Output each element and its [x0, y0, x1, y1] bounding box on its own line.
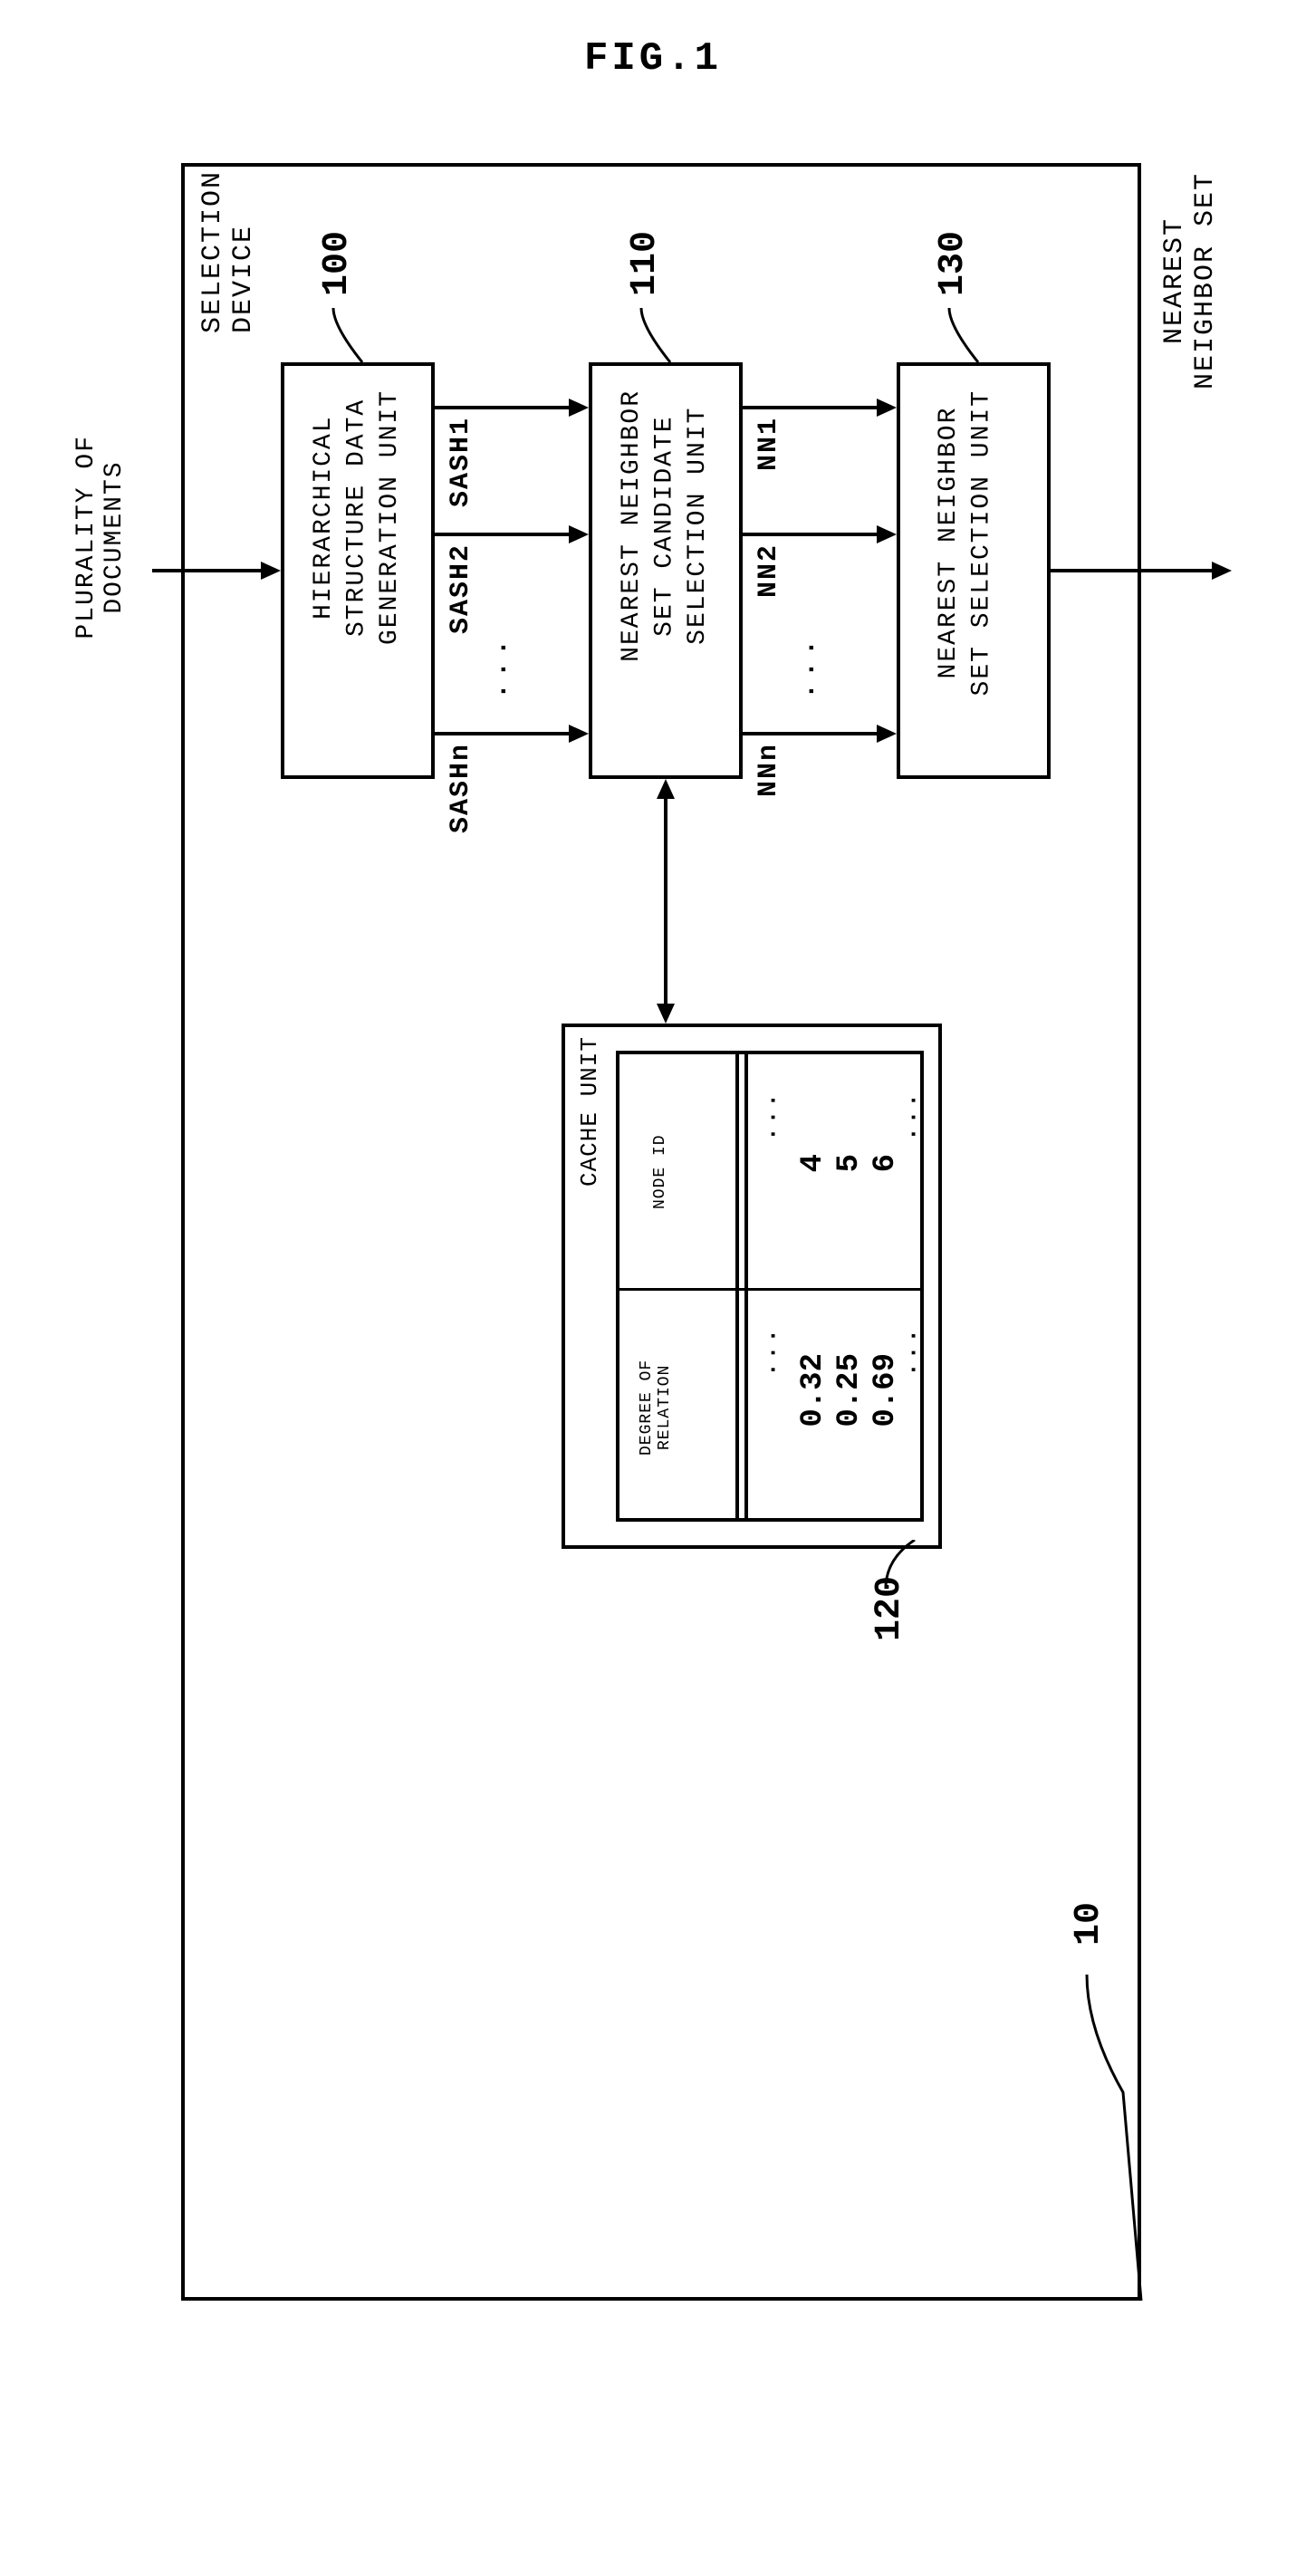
cache-rel-2: 0.69: [869, 1353, 903, 1427]
leader-10: [1069, 1975, 1150, 2310]
sash2-line: [435, 533, 571, 536]
cache-link-head-down: [657, 1004, 675, 1024]
ref-130: 130: [933, 231, 974, 296]
figure-canvas: FIG.1 SELECTION DEVICE 10 PLURALITY OF D…: [36, 36, 1270, 2540]
ref-100: 100: [317, 231, 358, 296]
cache-header-nodeid: NODE ID: [651, 1072, 669, 1272]
input-arrow-head: [261, 562, 281, 580]
nnn-label: NNn: [754, 743, 784, 797]
sash1-line: [435, 406, 571, 409]
ref-10: 10: [1069, 1902, 1109, 1946]
cache-header-divider: [735, 1054, 739, 1518]
nn1-line: [743, 406, 879, 409]
selection-device-label: SELECTION DEVICE: [197, 170, 259, 333]
cache-rel-0: 0.32: [796, 1353, 831, 1427]
leader-120: [879, 1540, 933, 1594]
cache-unit-title: CACHE UNIT: [576, 1036, 603, 1187]
sash1-head: [569, 399, 589, 417]
cache-table: NODE ID DEGREE OF RELATION ··· ··· 4 5 6…: [616, 1051, 924, 1522]
box-110-text: NEAREST NEIGHBOR SET CANDIDATE SELECTION…: [616, 389, 715, 662]
input-label: PLURALITY OF DOCUMENTS: [72, 435, 129, 639]
nn2-head: [877, 525, 897, 543]
leader-100: [326, 308, 380, 371]
nn-dots: ···: [797, 634, 828, 699]
nn1-label: NN1: [754, 417, 784, 471]
cache-rel-dots-bot: ···: [900, 1326, 927, 1377]
nnn-line: [743, 732, 879, 735]
cache-nodeid-0: 4: [796, 1154, 831, 1172]
nn1-head: [877, 399, 897, 417]
cache-nodeid-dots-bot: ···: [900, 1091, 927, 1141]
sashn-label: SASHn: [446, 743, 476, 833]
cache-nodeid-2: 6: [869, 1154, 903, 1172]
output-arrow-head: [1212, 562, 1232, 580]
sash1-label: SASH1: [446, 417, 476, 507]
leader-110: [634, 308, 688, 371]
cache-header-divider2: [744, 1054, 748, 1518]
sash2-label: SASH2: [446, 543, 476, 634]
sash2-head: [569, 525, 589, 543]
ref-110: 110: [625, 231, 666, 296]
output-arrow-line: [1051, 569, 1214, 572]
cache-rel-dots-top: ···: [760, 1326, 787, 1377]
input-arrow-line: [152, 569, 263, 572]
sash-dots: ···: [489, 634, 520, 699]
nn2-line: [743, 533, 879, 536]
sashn-head: [569, 725, 589, 743]
box-100-text: HIERARCHICAL STRUCTURE DATA GENERATION U…: [308, 389, 407, 645]
cache-nodeid-1: 5: [832, 1154, 867, 1172]
cache-nodeid-dots-top: ···: [760, 1091, 787, 1141]
nn2-label: NN2: [754, 543, 784, 598]
cache-link-head-up: [657, 779, 675, 799]
cache-header-relation: DEGREE OF RELATION: [638, 1303, 674, 1512]
output-label: NEAREST NEIGHBOR SET: [1159, 172, 1221, 389]
cache-col-divider: [619, 1288, 920, 1291]
cache-rel-1: 0.25: [832, 1353, 867, 1427]
nnn-head: [877, 725, 897, 743]
leader-130: [942, 308, 996, 371]
figure-title: FIG.1: [584, 36, 722, 82]
box-130-text: NEAREST NEIGHBOR SET SELECTION UNIT: [933, 389, 999, 696]
sashn-line: [435, 732, 571, 735]
cache-link-line: [664, 797, 667, 1005]
